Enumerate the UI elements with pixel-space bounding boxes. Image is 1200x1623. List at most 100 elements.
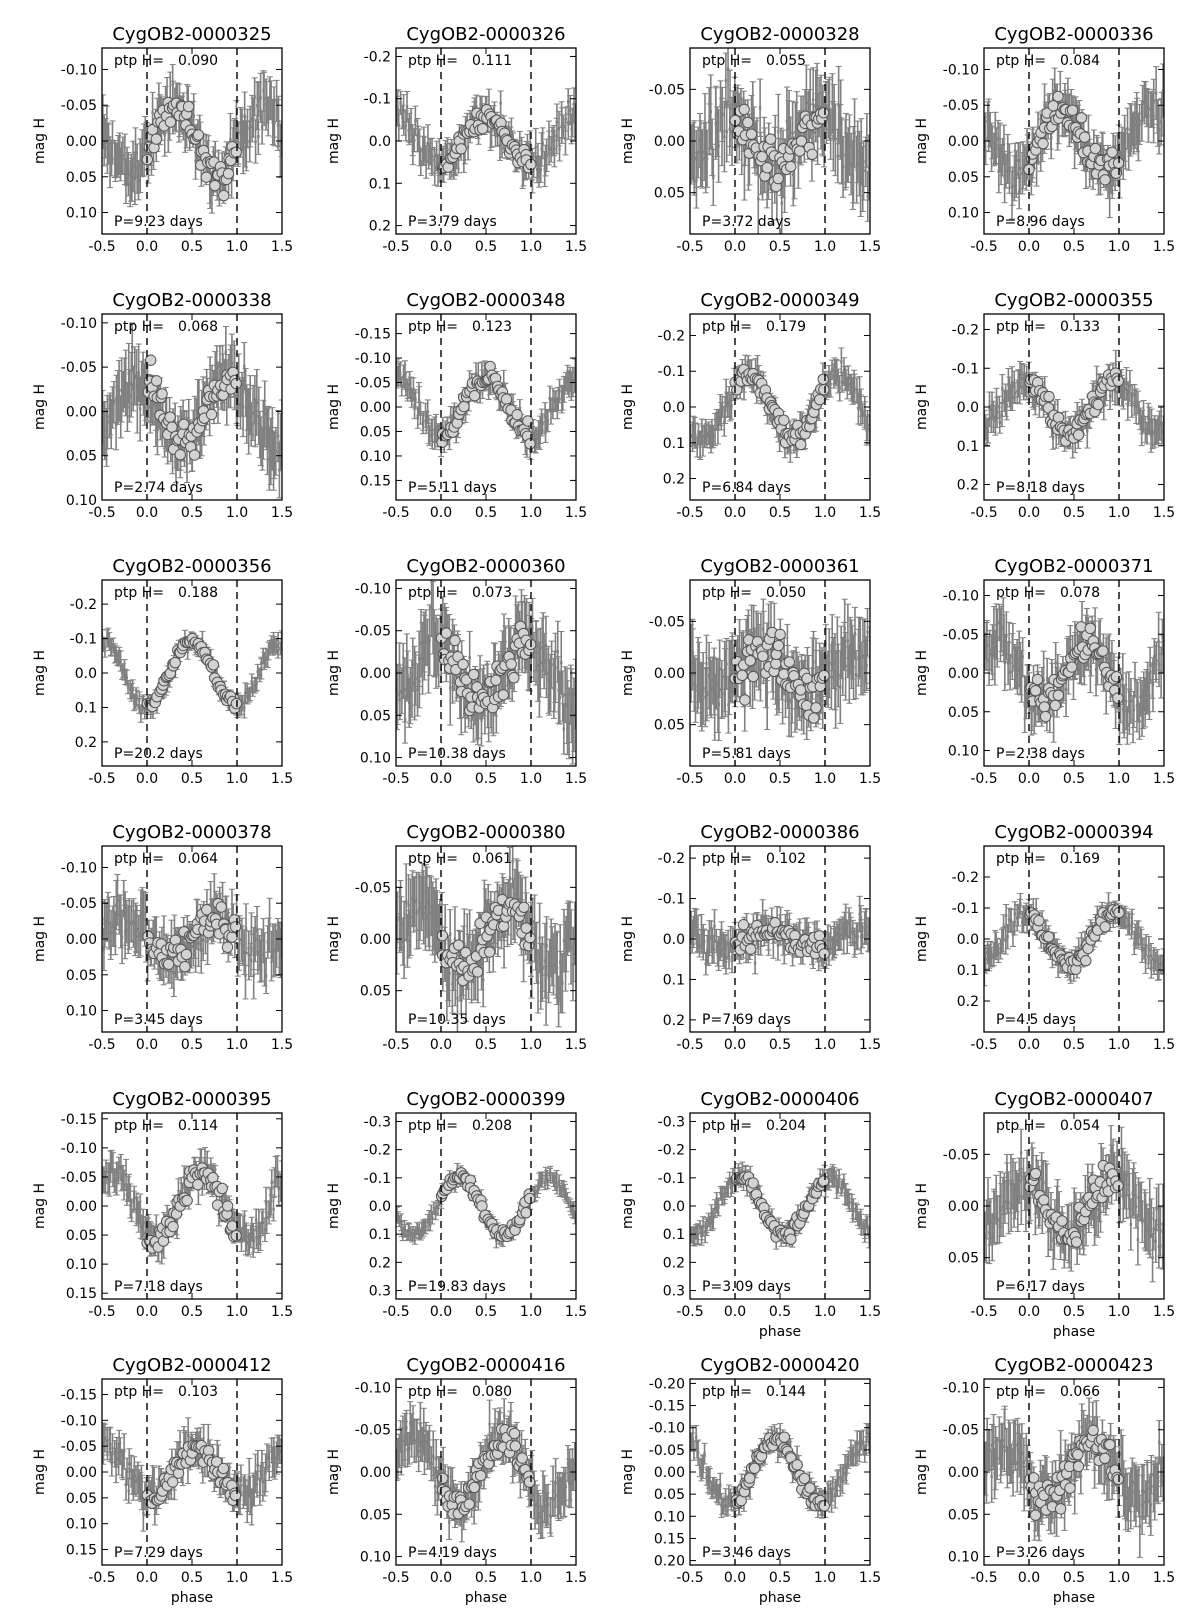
ptp-annotation: ptp H=0.179: [702, 319, 806, 335]
period-annotation: P=6.84 days: [702, 480, 791, 496]
x-tick-label: 1.0: [520, 239, 542, 255]
phase-marker-point: [179, 419, 189, 429]
phase-marker-point: [818, 108, 828, 118]
phase-marker-point: [765, 134, 775, 144]
period-prefix: P=: [408, 480, 428, 496]
phase-marker-point: [193, 130, 203, 140]
data-layer: [687, 348, 872, 462]
y-axis-label: mag H: [620, 118, 636, 164]
ptp-annotation: ptp H= 0.068: [114, 319, 218, 335]
phase-marker-point: [1076, 113, 1086, 123]
period-prefix: P=: [702, 214, 722, 230]
phase-marker-point: [477, 124, 487, 134]
x-tick-label: 1.5: [1153, 239, 1175, 255]
x-tick-label: 1.5: [565, 239, 587, 255]
data-layer: [981, 350, 1166, 458]
x-tick-label: 0.0: [724, 505, 746, 521]
y-tick-label: 0.00: [66, 134, 97, 150]
ptp-prefix: ptp H=: [114, 319, 164, 335]
y-axis-label: mag H: [620, 384, 636, 430]
y-axis-label: mag H: [32, 384, 48, 430]
ptp-annotation: ptp H= 0.123: [408, 319, 512, 335]
period-value: 8.96: [1016, 214, 1047, 230]
ptp-value: 0.090: [178, 53, 218, 69]
x-tick-label: 1.5: [859, 505, 881, 521]
phase-marker-point: [773, 173, 783, 183]
y-tick-label: 0.10: [66, 206, 97, 222]
ptp-value: 0.123: [472, 319, 512, 335]
phase-marker-point: [189, 450, 199, 460]
phase-marker-point: [206, 409, 216, 419]
data-layer: [100, 65, 285, 214]
phase-marker-point: [151, 134, 161, 144]
y-tick-label: -0.05: [61, 98, 97, 114]
x-tick-label: 0.5: [181, 505, 203, 521]
y-tick-label: -0.1: [658, 364, 685, 380]
phase-marker-point: [183, 101, 193, 111]
x-tick-label: 1.5: [271, 505, 293, 521]
phase-marker-point: [757, 151, 767, 161]
ptp-prefix: ptp H=: [702, 53, 752, 69]
y-tick-label: 0.10: [360, 449, 391, 465]
phase-marker-point: [795, 146, 805, 156]
phase-marker-point: [512, 410, 522, 420]
y-tick-label: 0.10: [948, 206, 979, 222]
panel-title: CygOB2-0000336: [994, 24, 1153, 45]
phase-marker-point: [739, 104, 749, 114]
phase-marker-point: [814, 394, 824, 404]
x-tick-label: 0.0: [724, 239, 746, 255]
ptp-value: 0.068: [178, 319, 218, 335]
period-prefix: P=: [114, 214, 134, 230]
y-tick-label: -0.10: [943, 62, 979, 78]
period-prefix: P=: [114, 480, 134, 496]
ptp-value: 0.179: [766, 319, 806, 335]
y-tick-label: 0.00: [948, 134, 979, 150]
phase-marker-point: [807, 149, 817, 159]
period-prefix: P=: [702, 480, 722, 496]
ptp-value: 0.111: [472, 53, 512, 69]
phase-marker-point: [165, 117, 175, 127]
period-value: 6.84: [722, 480, 753, 496]
x-tick-label: 1.0: [226, 239, 248, 255]
phase-marker-point: [1107, 147, 1117, 157]
ptp-prefix: ptp H=: [114, 53, 164, 69]
x-tick-label: 0.5: [769, 239, 791, 255]
data-layer: [394, 359, 579, 459]
x-tick-label: 1.5: [271, 239, 293, 255]
phase-marker-point: [743, 117, 753, 127]
phase-marker-point: [151, 376, 161, 386]
y-tick-label: -0.15: [355, 327, 391, 343]
phase-marker-point: [525, 439, 535, 449]
period-value: 3.79: [428, 214, 459, 230]
ptp-prefix: ptp H=: [408, 319, 458, 335]
y-axis-label: mag H: [914, 118, 930, 164]
period-suffix: days: [459, 214, 497, 230]
y-tick-label: 0.00: [66, 404, 97, 420]
y-tick-label: 0.00: [654, 134, 685, 150]
phase-marker-point: [779, 415, 789, 425]
phase-marker-point: [459, 401, 469, 411]
x-tick-label: -0.5: [676, 505, 703, 521]
period-prefix: P=: [408, 214, 428, 230]
ptp-value: 0.055: [766, 53, 806, 69]
period-suffix: days: [753, 214, 791, 230]
y-tick-label: 0.2: [663, 472, 685, 488]
y-tick-label: 0.15: [360, 473, 391, 489]
period-value: 5.11: [428, 480, 459, 496]
period-value: 2.74: [134, 480, 165, 496]
x-tick-label: -0.5: [88, 239, 115, 255]
x-tick-label: 0.0: [136, 239, 158, 255]
phase-marker-point: [1100, 175, 1110, 185]
data-layer: [394, 88, 578, 193]
phase-marker-point: [762, 163, 772, 173]
data-layer: [99, 323, 284, 498]
phase-marker-point: [219, 190, 229, 200]
phase-marker-point: [786, 161, 796, 171]
x-tick-label: -0.5: [970, 239, 997, 255]
